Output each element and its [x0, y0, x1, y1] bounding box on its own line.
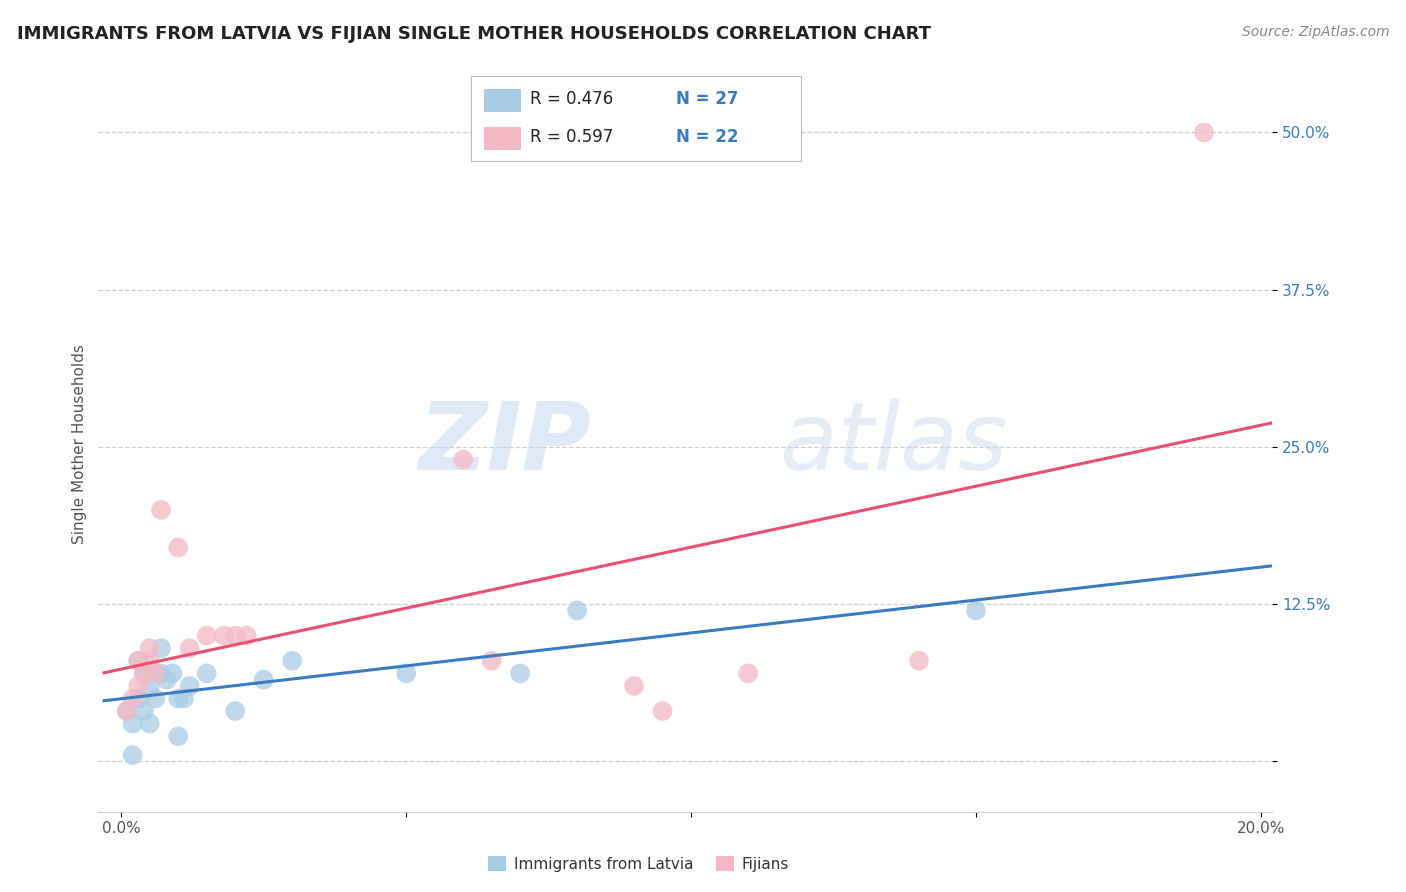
Point	[127, 654, 149, 668]
Text: Source: ZipAtlas.com: Source: ZipAtlas.com	[1241, 25, 1389, 39]
Text: N = 22: N = 22	[676, 128, 738, 145]
Point	[145, 666, 167, 681]
Point	[127, 691, 149, 706]
Point	[121, 691, 143, 706]
Point	[115, 704, 138, 718]
Point	[127, 654, 149, 668]
Point	[1192, 125, 1215, 139]
Point	[908, 654, 931, 668]
Point	[115, 704, 138, 718]
Legend: Immigrants from Latvia, Fijians: Immigrants from Latvia, Fijians	[481, 849, 796, 878]
Point	[167, 691, 190, 706]
Point	[737, 666, 759, 681]
Point	[623, 679, 645, 693]
Point	[395, 666, 418, 681]
Point	[150, 641, 173, 656]
Point	[132, 704, 155, 718]
Text: R = 0.476: R = 0.476	[530, 90, 614, 108]
Point	[195, 629, 218, 643]
Point	[509, 666, 531, 681]
Point	[253, 673, 276, 687]
Text: ZIP: ZIP	[419, 398, 592, 490]
Point	[145, 691, 167, 706]
Point	[121, 748, 143, 763]
Point	[281, 654, 304, 668]
Text: R = 0.597: R = 0.597	[530, 128, 614, 145]
Text: IMMIGRANTS FROM LATVIA VS FIJIAN SINGLE MOTHER HOUSEHOLDS CORRELATION CHART: IMMIGRANTS FROM LATVIA VS FIJIAN SINGLE …	[17, 25, 931, 43]
Point	[167, 541, 190, 555]
FancyBboxPatch shape	[484, 127, 520, 151]
Point	[150, 666, 173, 681]
Point	[179, 679, 201, 693]
Point	[138, 679, 160, 693]
Point	[651, 704, 673, 718]
Point	[451, 452, 474, 467]
FancyBboxPatch shape	[484, 88, 520, 112]
Point	[179, 641, 201, 656]
Point	[195, 666, 218, 681]
Point	[132, 666, 155, 681]
Point	[162, 666, 184, 681]
Point	[212, 629, 235, 643]
Point	[481, 654, 503, 668]
Point	[127, 679, 149, 693]
Point	[965, 603, 987, 617]
Point	[224, 629, 246, 643]
Text: N = 27: N = 27	[676, 90, 738, 108]
Point	[173, 691, 195, 706]
Point	[224, 704, 246, 718]
Point	[138, 654, 160, 668]
Text: atlas: atlas	[779, 398, 1008, 490]
Point	[121, 716, 143, 731]
Point	[167, 729, 190, 743]
Point	[138, 716, 160, 731]
Y-axis label: Single Mother Households: Single Mother Households	[72, 343, 87, 544]
Point	[156, 673, 179, 687]
Point	[565, 603, 588, 617]
Point	[138, 641, 160, 656]
Point	[132, 666, 155, 681]
Point	[145, 666, 167, 681]
Point	[150, 503, 173, 517]
Point	[235, 629, 257, 643]
